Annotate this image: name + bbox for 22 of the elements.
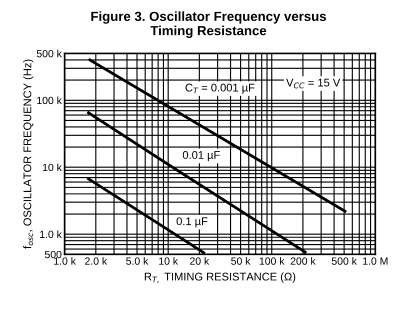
y-axis-title: f$_{osc}$, OSCILLATOR FREQUENCY (Hz) [23, 60, 34, 249]
x-tick-label: 2.0 k [85, 257, 108, 265]
x-axis-title: R$_{T,}$ TIMING RESISTANCE (Ω) [144, 272, 296, 284]
y-tick-label: 500 k [36, 50, 62, 58]
x-tick-label: 1.0 k [54, 257, 76, 265]
x-tick-label: 200 k [290, 257, 316, 265]
chart-title: Figure 3. Oscillator Frequency versus Timing Resistance [91, 11, 326, 38]
x-tick-label: 1.0 M [363, 257, 388, 265]
x-tick-label: 10 k [159, 257, 178, 265]
annotation: 0.1 µF [176, 217, 208, 228]
y-tick-label: 1.0 k [40, 230, 62, 238]
y-tick-label: 10 k [42, 163, 62, 172]
x-tick-label: 50 k [231, 257, 250, 265]
x-tick-label: 5.0 k [126, 257, 148, 265]
annotation: C$_{T}$ = 0.001 µF [186, 84, 254, 94]
annotation: V$_{CC}$ = 15 V [286, 78, 340, 88]
y-tick-label: 100 k [37, 96, 62, 104]
x-tick-label: 500 k [332, 257, 357, 265]
annotation: 0.01 µF [182, 151, 220, 162]
x-tick-label: 100 k [260, 257, 284, 265]
x-tick-label: 20 k [190, 257, 210, 265]
y-tick-label: 500 [44, 250, 62, 258]
